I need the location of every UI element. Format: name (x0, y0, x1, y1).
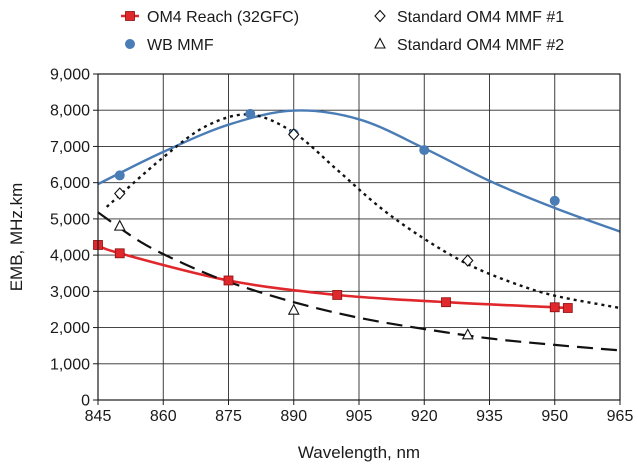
data-point-standard-om4-mmf-1 (462, 254, 474, 267)
x-tick-label: 965 (607, 408, 634, 425)
legend-label: Standard OM4 MMF #2 (397, 37, 564, 54)
x-axis-title: Wavelength, nm (298, 443, 420, 462)
x-tick-label: 860 (150, 408, 177, 425)
legend-label: Standard OM4 MMF #1 (397, 9, 564, 26)
y-tick-label: 9,000 (50, 67, 90, 84)
data-point-om4-reach-32gfc (332, 290, 343, 300)
data-point-wb-mmf (114, 170, 125, 181)
series-line-standard-om4-mmf-2 (97, 211, 621, 352)
legend-marker-standard-om4-mmf-1 (374, 9, 386, 23)
x-axis-ticks: 845 860 875 890 905 920 935 950 965 (85, 400, 634, 425)
x-tick-label: 845 (85, 408, 112, 425)
x-tick-label: 875 (215, 408, 242, 425)
data-point-om4-reach-32gfc (223, 275, 234, 286)
y-tick-label: 2,000 (50, 320, 90, 337)
legend-item-wb-mmf: WB MMF (125, 37, 214, 54)
data-point-om4-reach-32gfc (562, 303, 573, 313)
data-point-om4-reach-32gfc (441, 297, 451, 308)
x-tick-label: 920 (411, 408, 438, 425)
x-tick-label: 935 (476, 408, 503, 425)
series-line-standard-om4-mmf-1 (105, 113, 621, 310)
y-axis-ticks: 0 1,000 2,000 3,000 4,000 5,000 6,000 7,000 8,00… (50, 67, 98, 410)
y-axis-title: EMB, MHz.km (7, 183, 26, 292)
y-tick-label: 5,000 (50, 211, 90, 228)
x-tick-label: 950 (541, 408, 568, 425)
y-tick-label: 4,000 (50, 248, 90, 265)
series-markers (93, 108, 573, 340)
y-tick-label: 7,000 (50, 139, 90, 156)
data-point-wb-mmf (549, 195, 560, 206)
data-point-om4-reach-32gfc (549, 302, 560, 313)
data-point-standard-om4-mmf-2 (113, 219, 126, 231)
data-point-standard-om4-mmf-1 (114, 187, 126, 200)
legend: OM4 Reach (32GFC) WB MMF Standard OM4 MMF … (121, 9, 564, 54)
y-tick-label: 3,000 (50, 284, 90, 301)
y-tick-label: 0 (81, 393, 90, 410)
x-tick-label: 905 (346, 408, 373, 425)
legend-item-om4-reach-32gfc: OM4 Reach (32GFC) (121, 9, 299, 26)
y-tick-label: 8,000 (50, 103, 90, 120)
data-point-standard-om4-mmf-2 (287, 303, 300, 315)
legend-label: OM4 Reach (32GFC) (147, 9, 299, 26)
legend-marker-standard-om4-mmf-2 (374, 37, 386, 49)
legend-item-standard-om4-mmf-1: Standard OM4 MMF #1 (374, 9, 564, 26)
data-point-standard-om4-mmf-1 (288, 128, 300, 141)
x-tick-label: 890 (280, 408, 307, 425)
y-tick-label: 6,000 (50, 175, 90, 192)
data-point-standard-om4-mmf-2 (461, 328, 474, 340)
data-point-wb-mmf (419, 145, 430, 156)
legend-label: WB MMF (147, 37, 214, 54)
grid (97, 73, 621, 401)
legend-item-standard-om4-mmf-2: Standard OM4 MMF #2 (374, 37, 564, 54)
y-tick-label: 1,000 (50, 356, 90, 373)
data-point-wb-mmf (245, 108, 256, 119)
data-point-om4-reach-32gfc (114, 248, 125, 259)
legend-marker-wb-mmf (125, 39, 135, 49)
legend-marker-om4-reach-32gfc (125, 11, 135, 21)
